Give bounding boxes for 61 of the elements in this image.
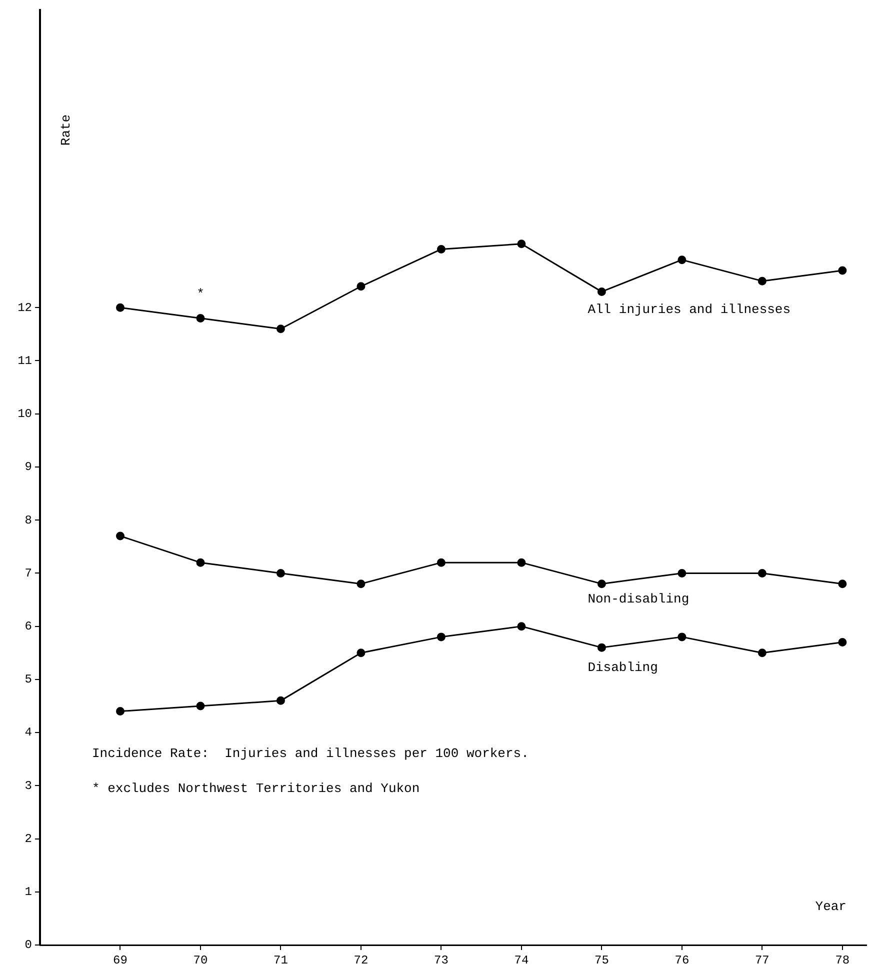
- y-tick-label: 10: [18, 407, 32, 422]
- series-label: Disabling: [588, 660, 658, 675]
- point: [356, 648, 366, 658]
- point: [116, 707, 124, 716]
- point: [597, 287, 606, 296]
- point: [436, 244, 446, 254]
- y-tick-label: 6: [24, 619, 32, 634]
- point: [356, 282, 366, 291]
- y-tick-label: 8: [24, 513, 32, 528]
- x-tick-label: 70: [193, 953, 208, 968]
- annotation: *: [196, 286, 204, 302]
- point: [196, 314, 205, 323]
- x-axis-title: Year: [815, 899, 846, 914]
- series-label: All injuries and illnesses: [588, 302, 791, 318]
- point: [597, 580, 606, 588]
- series-label: Non-disabling: [588, 591, 690, 606]
- y-tick-label: 4: [24, 726, 32, 740]
- x-tick-label: 71: [274, 953, 288, 968]
- x-tick-label: 76: [674, 953, 690, 968]
- point: [436, 558, 446, 567]
- x-tick-label: 72: [354, 953, 368, 968]
- point: [838, 638, 847, 647]
- point: [597, 643, 606, 652]
- point: [436, 632, 446, 642]
- annotation: Incidence Rate: Injuries and illnesses per 100 workers.: [92, 746, 529, 762]
- y-tick-label: 9: [24, 460, 32, 474]
- point: [356, 580, 366, 588]
- y-tick-label: 1: [24, 885, 32, 900]
- point: [276, 324, 285, 334]
- y-tick-label: 12: [18, 300, 32, 315]
- y-tick-label: 3: [24, 778, 32, 793]
- point: [196, 702, 205, 710]
- point: [196, 558, 205, 567]
- y-tick-label: 5: [24, 672, 32, 687]
- annotation: * excludes Northwest Territories and Yukon: [92, 781, 420, 796]
- point: [116, 303, 124, 312]
- y-tick-label: 0: [24, 938, 32, 952]
- y-axis-title: Rate: [58, 114, 74, 146]
- point: [276, 568, 285, 578]
- x-tick-label: 73: [434, 953, 448, 968]
- point: [838, 266, 847, 275]
- point: [758, 568, 766, 578]
- point: [517, 622, 526, 631]
- x-tick-label: 75: [594, 953, 609, 968]
- point: [758, 648, 766, 658]
- point: [517, 240, 526, 248]
- x-tick-label: 69: [113, 953, 128, 968]
- point: [276, 696, 285, 705]
- point: [678, 568, 686, 578]
- y-tick-label: 11: [18, 354, 32, 368]
- point: [678, 256, 686, 264]
- point: [517, 558, 526, 567]
- point: [838, 580, 847, 588]
- y-tick-label: 2: [24, 832, 32, 846]
- x-tick-label: 77: [754, 953, 770, 968]
- y-tick-label: 7: [24, 566, 32, 580]
- point: [678, 632, 686, 642]
- x-tick-label: 78: [835, 953, 850, 968]
- point: [116, 532, 124, 540]
- point: [758, 276, 766, 286]
- x-tick-label: 74: [514, 953, 529, 968]
